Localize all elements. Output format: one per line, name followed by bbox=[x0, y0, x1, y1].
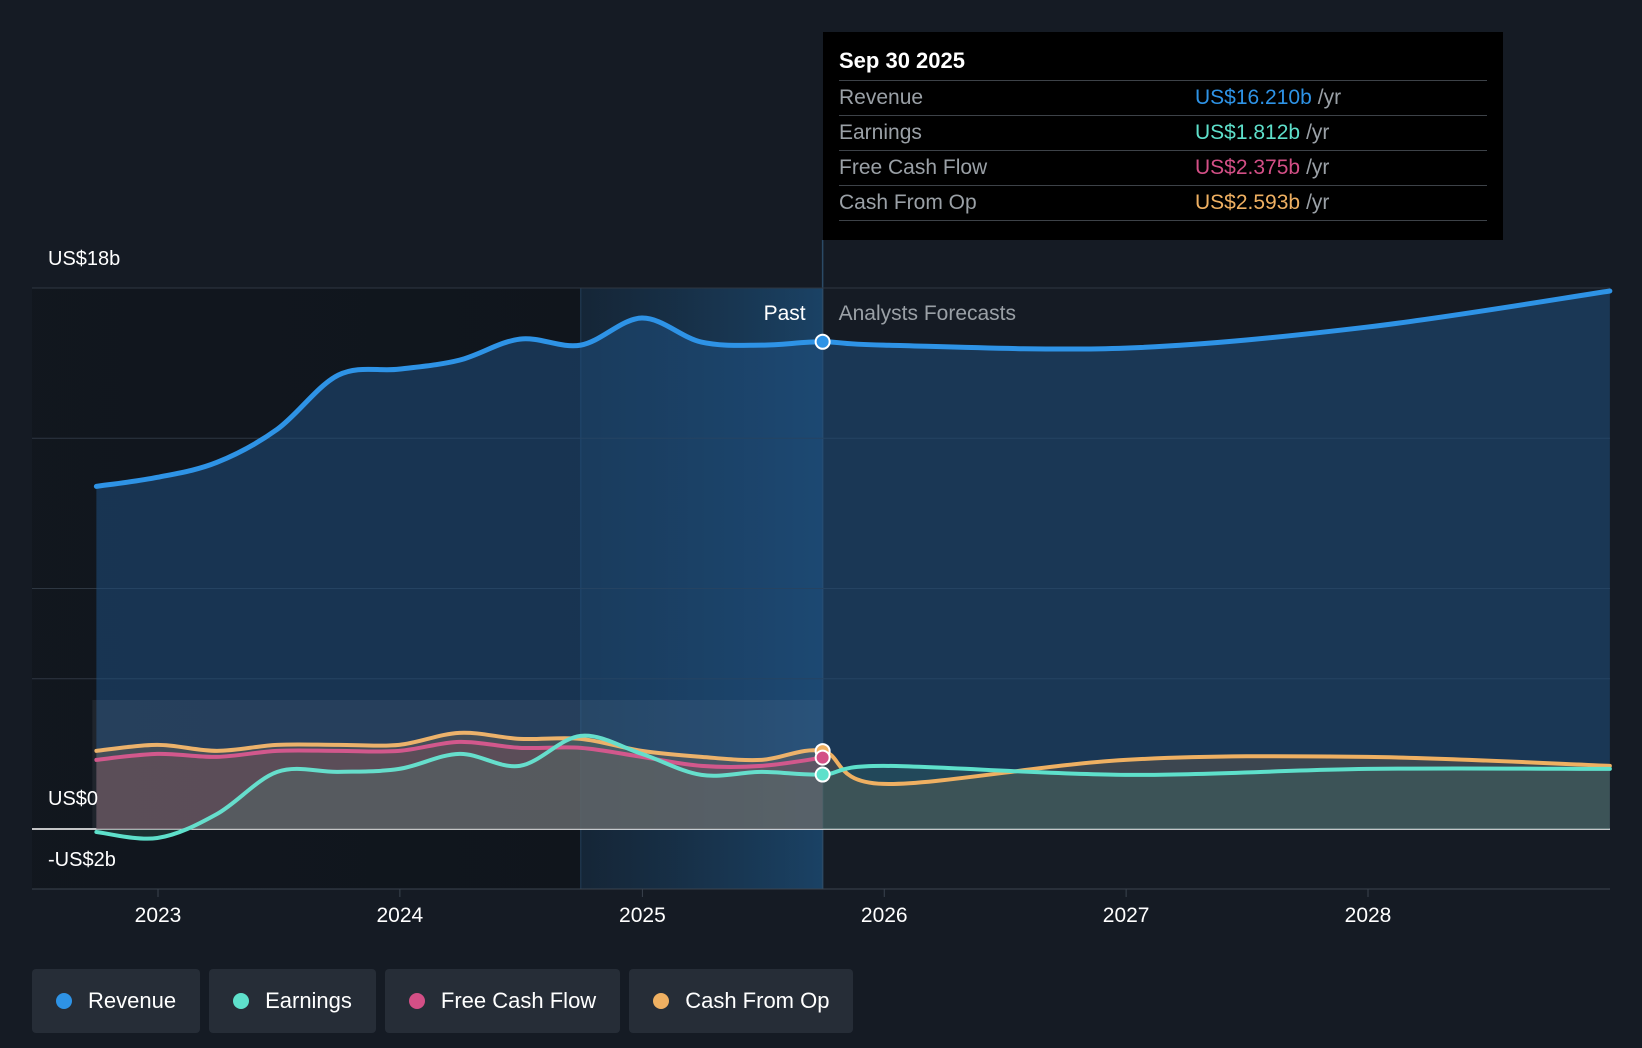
legend-item-revenue[interactable]: Revenue bbox=[32, 969, 201, 1033]
tooltip-value: US$1.812b bbox=[1195, 121, 1301, 144]
tooltip-row-revenue: Revenue US$16.210b /yr bbox=[839, 80, 1487, 115]
legend: Revenue Earnings Free Cash Flow Cash Fro… bbox=[32, 969, 854, 1033]
line-earnings bbox=[94, 733, 1612, 841]
x-tick-label: 2023 bbox=[135, 904, 182, 927]
legend-item-earnings[interactable]: Earnings bbox=[209, 969, 376, 1033]
tooltip-unit: /yr bbox=[1306, 121, 1330, 144]
tooltip-unit: /yr bbox=[1306, 191, 1330, 214]
y-tick-label: US$0 bbox=[48, 788, 98, 810]
tooltip-label: Cash From Op bbox=[839, 191, 977, 214]
x-tick-label: 2028 bbox=[1345, 904, 1392, 927]
tooltip-label: Free Cash Flow bbox=[839, 156, 988, 179]
tooltip-unit: /yr bbox=[1317, 86, 1342, 109]
area-revenue bbox=[96, 291, 1610, 829]
forecast-label: Analysts Forecasts bbox=[839, 302, 1016, 325]
free-cash-flow-dot-icon bbox=[408, 993, 425, 1009]
legend-label: Free Cash Flow bbox=[440, 988, 597, 1013]
revenue-dot-icon bbox=[56, 993, 72, 1009]
earnings-dot-icon bbox=[233, 993, 250, 1009]
tooltip-label: Revenue bbox=[839, 86, 924, 109]
area-free-cash-flow bbox=[96, 741, 823, 829]
cash-from-op-dot-icon bbox=[653, 993, 670, 1009]
tooltip-row-free-cash-flow: Free Cash Flow US$2.375b /yr bbox=[839, 150, 1487, 185]
tooltip-row-earnings: Earnings US$1.812b /yr bbox=[839, 115, 1487, 150]
tooltip-value: US$2.375b bbox=[1195, 156, 1301, 179]
tooltip-row-cash-from-op: Cash From Op US$2.593b /yr bbox=[839, 185, 1487, 221]
line-cash-from-op bbox=[94, 730, 1612, 786]
tooltip-value: US$16.210b bbox=[1195, 86, 1312, 109]
marker-earnings bbox=[814, 766, 831, 783]
past-overlay bbox=[92, 700, 823, 829]
tooltip: Sep 30 2025 Revenue US$16.210b /yr Earni… bbox=[823, 32, 1503, 240]
x-tick-label: 2026 bbox=[861, 904, 908, 927]
line-free-cash-flow bbox=[94, 739, 825, 769]
x-tick-label: 2025 bbox=[619, 904, 666, 927]
x-tick-label: 2027 bbox=[1103, 904, 1150, 927]
marker-revenue bbox=[814, 333, 831, 350]
legend-label: Cash From Op bbox=[685, 988, 830, 1013]
tooltip-unit: /yr bbox=[1306, 156, 1330, 179]
tooltip-date: Sep 30 2025 bbox=[839, 48, 965, 73]
past-label: Past bbox=[764, 302, 806, 325]
y-tick-label: US$18b bbox=[48, 248, 120, 270]
y-tick-label: -US$2b bbox=[48, 849, 116, 871]
area-earnings bbox=[96, 735, 1610, 839]
legend-item-free-cash-flow[interactable]: Free Cash Flow bbox=[384, 969, 621, 1033]
line-revenue bbox=[93, 288, 1613, 489]
legend-item-cash-from-op[interactable]: Cash From Op bbox=[629, 969, 854, 1033]
tooltip-label: Earnings bbox=[839, 121, 922, 144]
legend-label: Revenue bbox=[88, 988, 177, 1013]
x-tick-label: 2024 bbox=[377, 904, 424, 927]
legend-label: Earnings bbox=[265, 988, 352, 1013]
marker-free-cash-flow bbox=[814, 749, 831, 766]
tooltip-value: US$2.593b bbox=[1195, 191, 1301, 214]
